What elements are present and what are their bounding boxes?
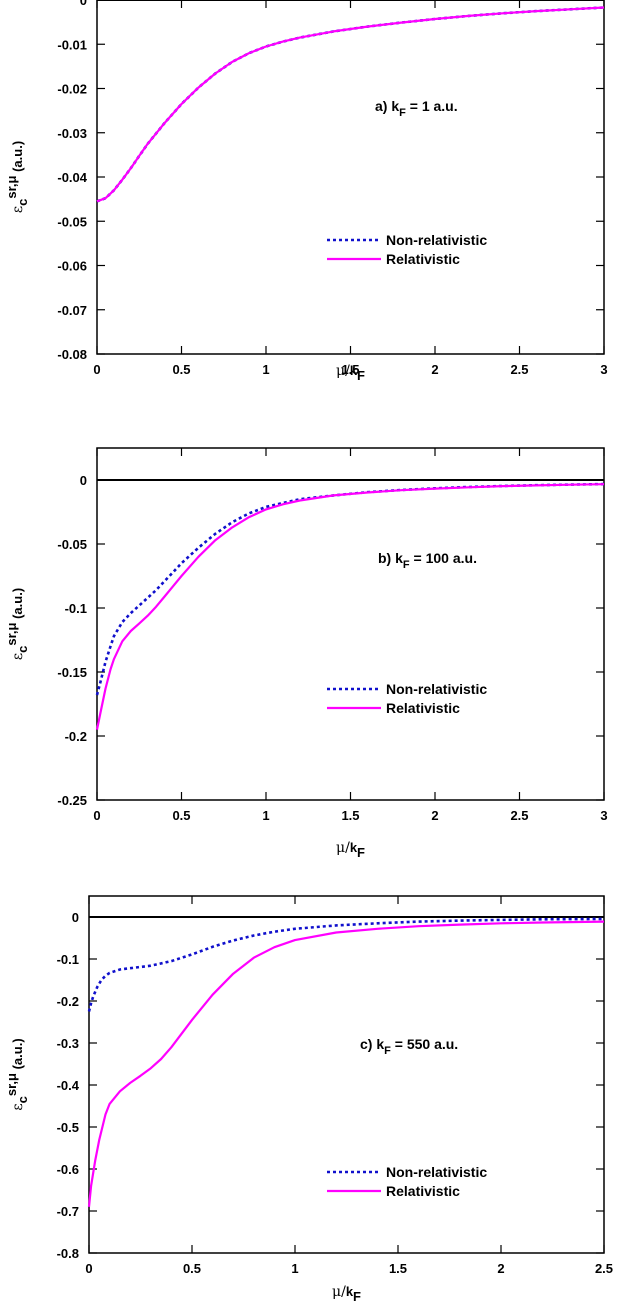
x-tick-label: 0 <box>93 808 100 823</box>
y-tick-label: -0.08 <box>57 347 87 362</box>
x-tick-label: 2 <box>431 362 438 377</box>
panel-annotation: c) kF = 550 a.u. <box>360 1036 458 1057</box>
legend-label-relativistic: Relativistic <box>386 700 460 716</box>
chart-panel-1: 0 -0.01 -0.02 -0.03 -0.04 -0.05 -0.06 -0.07 -0.0… <box>4 0 608 383</box>
y-tick-label: -0.2 <box>65 729 87 744</box>
legend-label-nonrelativistic: Non-relativistic <box>386 681 487 697</box>
y-tick-label: 0 <box>80 473 87 488</box>
y-tick-label: -0.02 <box>57 82 87 97</box>
x-tick-label: 1.5 <box>389 1261 407 1276</box>
legend-label-nonrelativistic: Non-relativistic <box>386 232 487 248</box>
series-relativistic-line <box>95 483 605 730</box>
legend: Non-relativistic Relativistic <box>327 232 487 267</box>
chart-panel-2: 0 -0.05 -0.1 -0.15 -0.2 -0.25 0 0.5 1 1.5 2 2.5 3 b) … <box>4 447 608 860</box>
x-axis-label: μ/kF <box>336 363 365 383</box>
y-tick-label: -0.04 <box>57 170 87 185</box>
x-tick-label: 0 <box>85 1261 92 1276</box>
series-relativistic-line <box>87 920 605 1207</box>
y-tick-label: -0.3 <box>57 1036 79 1051</box>
x-tick-label: 2 <box>431 808 438 823</box>
series-nonrelativistic-line <box>87 917 605 1012</box>
x-tick-label: 1 <box>262 808 269 823</box>
chart-panel-3: 0 -0.1 -0.2 -0.3 -0.4 -0.5 -0.6 -0.7 -0.8 0 0.5 1 1.… <box>4 895 613 1304</box>
y-axis-label: εcsr,μ (a.u.) <box>4 1038 30 1110</box>
y-axis-label: εcsr,μ (a.u.) <box>4 588 30 660</box>
x-tick-label: 0.5 <box>172 808 190 823</box>
y-tick-label: -0.1 <box>65 601 87 616</box>
x-tick-label: 3 <box>600 808 607 823</box>
y-tick-label: -0.4 <box>57 1078 80 1093</box>
x-tick-label: 2 <box>497 1261 504 1276</box>
y-tick-label: -0.01 <box>57 37 87 52</box>
plot-frame <box>88 895 605 1254</box>
x-tick-label: 2.5 <box>595 1261 613 1276</box>
y-tick-label: -0.15 <box>57 665 87 680</box>
y-tick-label: -0.06 <box>57 259 87 274</box>
x-tick-label: 0.5 <box>172 362 190 377</box>
series-relativistic-line <box>96 6 605 203</box>
y-tick-label: -0.25 <box>57 793 87 808</box>
x-tick-label: 2.5 <box>510 808 528 823</box>
x-axis-label: μ/kF <box>332 1284 361 1304</box>
y-tick-label: -0.7 <box>57 1204 79 1219</box>
legend-label-nonrelativistic: Non-relativistic <box>386 1164 487 1180</box>
y-tick-label: -0.8 <box>57 1246 79 1261</box>
x-tick-label: 0 <box>93 362 100 377</box>
panel-annotation: a) kF = 1 a.u. <box>375 98 458 119</box>
plot-frame <box>96 447 605 801</box>
y-tick-label: -0.2 <box>57 994 79 1009</box>
y-tick-label: -0.05 <box>57 214 87 229</box>
y-tick-label: 0 <box>80 0 87 8</box>
x-tick-label: 3 <box>600 362 607 377</box>
y-tick-label: -0.5 <box>57 1120 79 1135</box>
y-tick-label: -0.03 <box>57 126 87 141</box>
x-tick-label: 1.5 <box>341 362 359 377</box>
panel-annotation: b) kF = 100 a.u. <box>378 550 477 571</box>
legend-label-relativistic: Relativistic <box>386 1183 460 1199</box>
y-tick-label: -0.1 <box>57 952 79 967</box>
legend-label-relativistic: Relativistic <box>386 251 460 267</box>
series-nonrelativistic-line <box>95 482 605 696</box>
y-axis-label: εcsr,μ (a.u.) <box>4 141 30 213</box>
x-tick-label: 1.5 <box>341 808 359 823</box>
x-tick-label: 0.5 <box>183 1261 201 1276</box>
x-tick-label: 1 <box>291 1261 298 1276</box>
plot-frame <box>96 0 605 355</box>
x-axis-label: μ/kF <box>336 840 365 860</box>
legend: Non-relativistic Relativistic <box>327 681 487 716</box>
legend: Non-relativistic Relativistic <box>327 1164 487 1199</box>
y-tick-label: -0.6 <box>57 1162 79 1177</box>
y-tick-label: 0 <box>72 910 79 925</box>
x-tick-label: 1 <box>262 362 269 377</box>
y-tick-label: -0.05 <box>57 537 87 552</box>
y-tick-label: -0.07 <box>57 303 87 318</box>
x-tick-label: 2.5 <box>510 362 528 377</box>
series-nonrelativistic-line <box>96 6 605 203</box>
